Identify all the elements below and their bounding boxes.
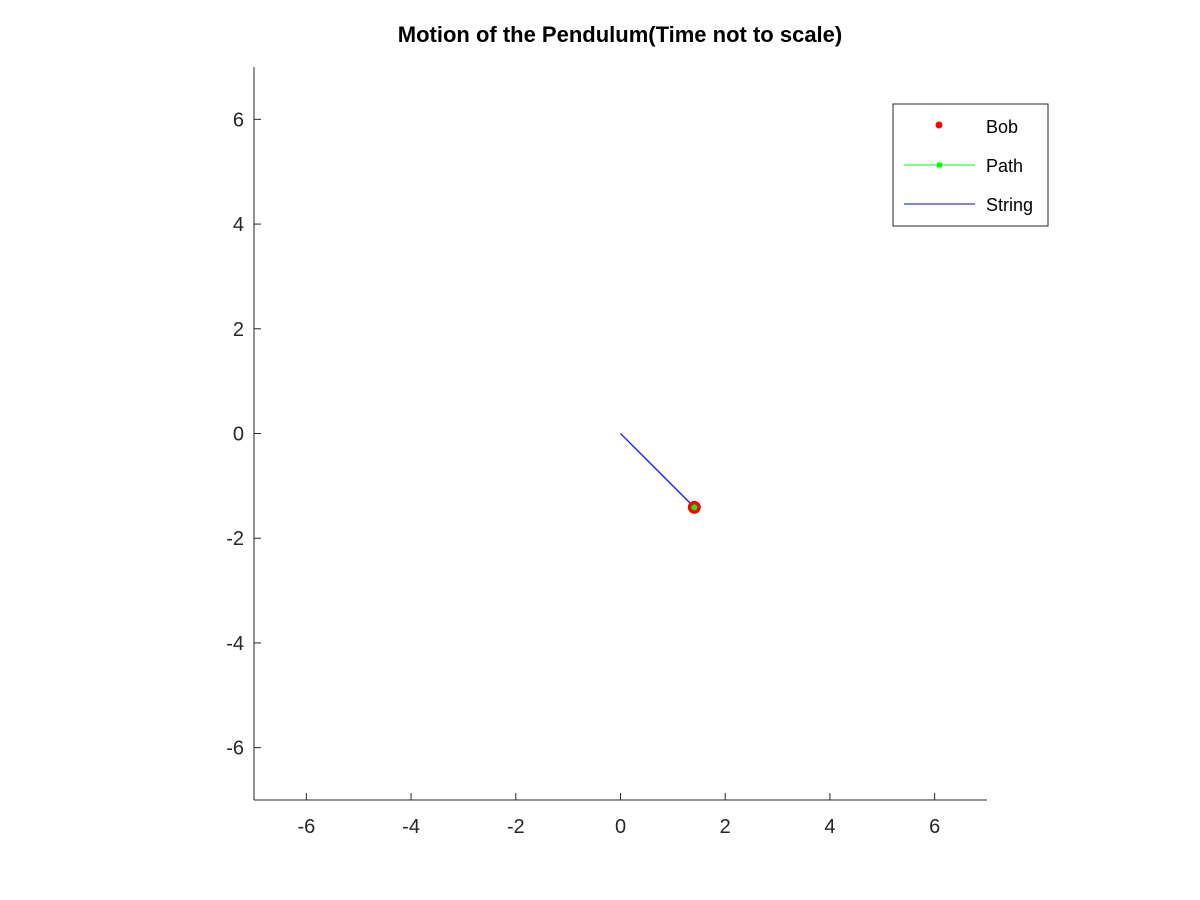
y-tick-label: 0	[233, 424, 244, 446]
x-tick-label: -4	[402, 816, 420, 838]
y-tick-label: -6	[226, 738, 244, 760]
x-tick-label: 0	[615, 816, 626, 838]
x-tick-label: 6	[929, 816, 940, 838]
chart-title: Motion of the Pendulum(Time not to scale…	[398, 22, 842, 47]
x-tick-label: 4	[824, 816, 835, 838]
x-tick-label: -2	[507, 816, 525, 838]
y-tick-label: -2	[226, 528, 244, 550]
legend: Bob Path String	[892, 103, 1049, 227]
legend-bob-marker	[935, 121, 943, 129]
x-tick-label: 2	[720, 816, 731, 838]
y-tick-label: -4	[226, 633, 244, 655]
y-tick-label: 6	[233, 109, 244, 131]
ticks: -6 -4 -2 0 2 4 6 -6 -4 -2 0 2 4 6	[226, 109, 940, 838]
plot-area	[620, 433, 701, 514]
legend-path-marker	[937, 162, 942, 168]
legend-label: Bob	[986, 117, 1018, 137]
x-tick-label: -6	[297, 816, 315, 838]
y-tick-label: 4	[233, 214, 244, 236]
string-line	[620, 433, 695, 508]
y-tick-label: 2	[233, 319, 244, 341]
legend-label: Path	[986, 156, 1023, 176]
path-point	[691, 504, 698, 511]
legend-label: String	[986, 195, 1033, 215]
